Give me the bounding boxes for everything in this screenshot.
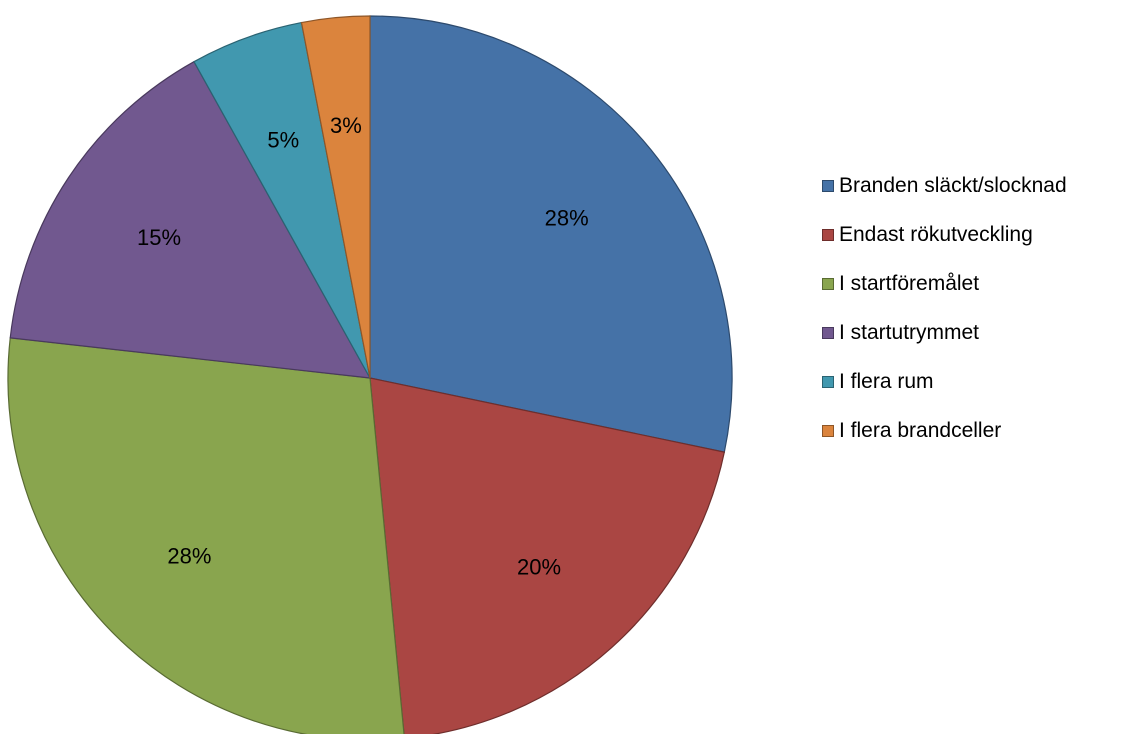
legend-item-endast-rokutveckling[interactable]: Endast rökutveckling xyxy=(822,223,1067,247)
legend-swatch xyxy=(822,425,834,437)
data-label-i-flera-rum: 5% xyxy=(267,127,299,152)
pie-slices xyxy=(7,15,733,734)
data-label-i-startutrymmet: 15% xyxy=(137,225,181,250)
data-label-i-flera-brandceller: 3% xyxy=(330,113,362,138)
legend-item-i-flera-rum[interactable]: I flera rum xyxy=(822,370,1067,394)
pie-data-labels: 28% 20% 28% 15% 5% 3% xyxy=(137,113,589,579)
pie-slice-i-startforemalet[interactable] xyxy=(7,337,405,734)
legend-item-i-startforemalet[interactable]: I startföremålet xyxy=(822,272,1067,296)
pie-slice-i-flera-brandceller[interactable] xyxy=(300,15,371,379)
legend-swatch xyxy=(822,376,834,388)
legend-item-i-startutrymmet[interactable]: I startutrymmet xyxy=(822,321,1067,345)
legend-item-branden-slackt[interactable]: Branden släckt/slocknad xyxy=(822,174,1067,198)
data-label-i-startforemalet: 28% xyxy=(167,543,211,568)
pie-slice-endast-rokutveckling[interactable] xyxy=(369,377,726,734)
legend-label: Endast rökutveckling xyxy=(839,223,1033,246)
legend-swatch xyxy=(822,180,834,192)
legend-swatch xyxy=(822,229,834,241)
legend: Branden släckt/slocknad Endast rökutveck… xyxy=(822,174,1067,468)
pie-slice-i-startutrymmet[interactable] xyxy=(9,60,372,379)
legend-label: I flera rum xyxy=(839,370,934,393)
legend-label: I flera brandceller xyxy=(839,419,1002,442)
legend-swatch xyxy=(822,278,834,290)
pie-slice-branden-slackt-slocknad[interactable] xyxy=(369,15,733,453)
data-label-endast-rokutveckling: 20% xyxy=(517,554,561,579)
data-label-branden-slackt-slocknad: 28% xyxy=(545,206,589,231)
legend-label: I startföremålet xyxy=(839,272,980,295)
legend-label: I startutrymmet xyxy=(839,321,980,344)
legend-item-i-flera-brandceller[interactable]: I flera brandceller xyxy=(822,419,1067,443)
legend-swatch xyxy=(822,327,834,339)
legend-label: Branden släckt/slocknad xyxy=(839,174,1067,197)
